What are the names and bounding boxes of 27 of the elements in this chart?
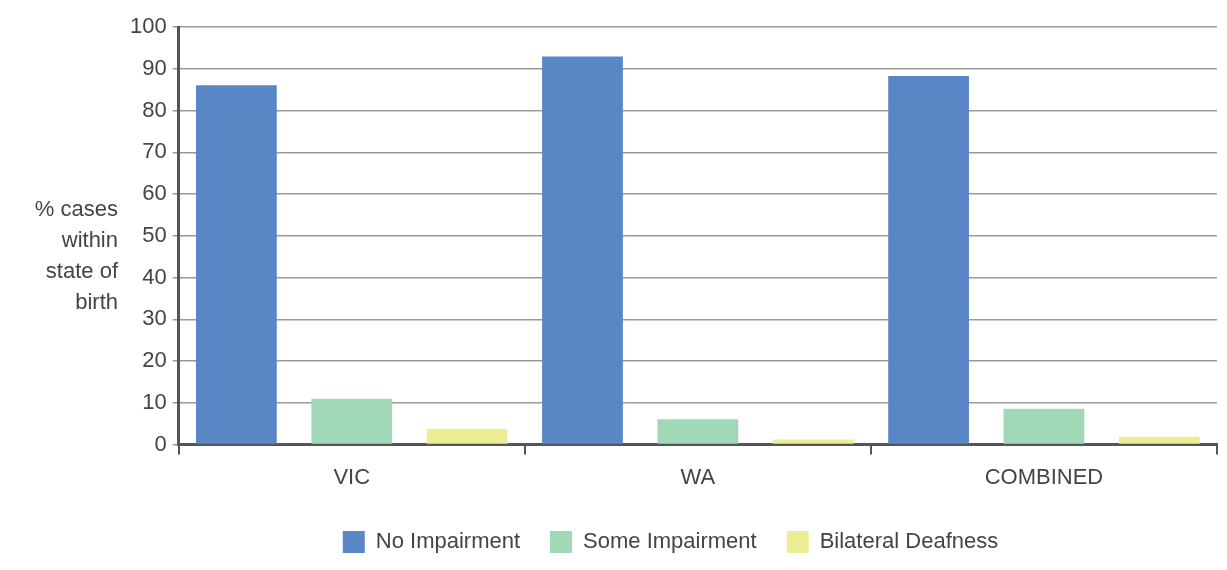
x-tick-label: WA <box>680 463 716 489</box>
x-tick-label: VIC <box>333 463 371 489</box>
legend-label: Some Impairment <box>583 528 757 554</box>
y-tick-label: 80 <box>142 96 167 122</box>
legend-label: Bilateral Deafness <box>819 528 999 554</box>
bar <box>311 398 393 444</box>
y-tick-label: 10 <box>142 388 167 414</box>
bar <box>657 419 739 444</box>
bar <box>1118 436 1200 444</box>
x-tick-label: COMBINED <box>984 463 1104 489</box>
y-axis-title: % cases within state of birth <box>33 195 118 316</box>
y-tick-label: 0 <box>154 430 167 456</box>
y-tick-label: 40 <box>142 263 167 289</box>
bar <box>426 428 508 444</box>
y-tick-label: 60 <box>142 180 167 206</box>
y-tick-label: 20 <box>142 347 167 373</box>
bar <box>196 85 277 444</box>
bar <box>772 439 854 444</box>
y-tick-label: 90 <box>142 55 167 80</box>
bar <box>1003 408 1085 444</box>
y-tick-label: 100 <box>129 13 167 39</box>
bar <box>542 56 623 444</box>
legend-label: No Impairment <box>375 528 521 554</box>
y-tick-label: 50 <box>142 221 167 247</box>
y-tick-label: 70 <box>142 138 167 164</box>
y-tick-label: 30 <box>142 305 167 331</box>
bar <box>888 76 969 444</box>
